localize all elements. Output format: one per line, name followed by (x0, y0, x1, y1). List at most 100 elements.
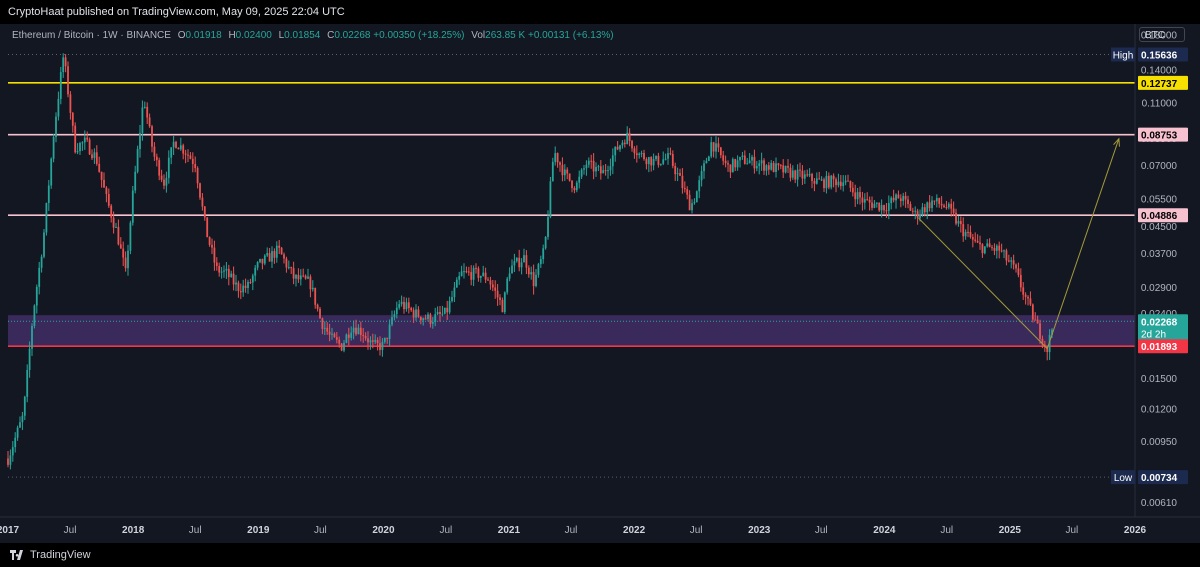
candle-body (244, 285, 247, 289)
candle-body (199, 183, 201, 198)
candle-body (736, 160, 739, 168)
symbol-label[interactable]: Ethereum / Bitcoin · 1W · BINANCE (12, 30, 171, 41)
candle-body (823, 179, 825, 189)
candle-body (23, 396, 26, 416)
x-tick-label: 2023 (748, 525, 771, 536)
currency-button[interactable]: BTC (1139, 27, 1185, 42)
candle-body (345, 334, 348, 343)
candle-body (693, 202, 696, 204)
candle-body (328, 331, 331, 335)
candle-body (535, 274, 537, 287)
candle-body (681, 175, 684, 189)
candle-body (520, 262, 523, 268)
high-key: H (228, 30, 236, 41)
candle-body (146, 106, 149, 118)
candle-body (352, 327, 355, 333)
candle-body (268, 253, 271, 262)
x-tick-label: Jul (1066, 525, 1079, 536)
candle-body (897, 194, 900, 199)
candle-body (225, 268, 228, 271)
candle-body (297, 274, 300, 280)
candle-body (429, 314, 432, 324)
candle-body (703, 163, 705, 172)
candle-body (633, 148, 636, 154)
candle-body (1029, 298, 1032, 305)
y-tick-label: 0.01200 (1141, 405, 1178, 416)
x-tick-label: 2025 (999, 525, 1022, 536)
candle-body (107, 193, 110, 206)
candle-body (501, 299, 504, 313)
candle-body (391, 317, 393, 325)
candle-body (259, 258, 261, 263)
candle-body (909, 203, 912, 211)
candle-body (839, 181, 842, 187)
candle-body (549, 181, 552, 218)
candle-body (899, 198, 902, 201)
candle-body (657, 155, 660, 165)
candle-body (93, 152, 96, 159)
level-value: 0.02268 (1141, 317, 1178, 328)
candle-body (801, 170, 804, 179)
candle-body (880, 205, 883, 211)
candle-body (160, 175, 163, 180)
level-tag-pink (1138, 127, 1188, 142)
candle-body (455, 279, 458, 288)
candle-body (578, 176, 581, 183)
candle-body (263, 255, 266, 264)
candle-body (196, 167, 199, 184)
x-tick-label: Jul (189, 525, 202, 536)
candle-body (475, 267, 477, 269)
candle-body (854, 192, 857, 200)
y-tick-label: 0.03700 (1141, 249, 1178, 260)
level-value: 0.15636 (1141, 51, 1178, 62)
tradingview-logo[interactable]: TradingView (10, 549, 91, 561)
candle-body (143, 106, 146, 108)
candle-body (359, 327, 362, 335)
candle-body (863, 199, 866, 203)
candle-body (727, 163, 729, 165)
level-tag-red (1138, 339, 1188, 354)
candle-body (86, 137, 89, 140)
candle-body (1005, 250, 1008, 261)
candle-body (511, 265, 513, 274)
candle-body (357, 327, 360, 335)
candle-body (734, 159, 737, 168)
candle-body (412, 310, 415, 318)
candle-body (340, 343, 343, 351)
candle-body (849, 180, 852, 188)
candle-body (760, 160, 763, 164)
volume-key: Vol (471, 30, 486, 41)
candle-body (237, 282, 240, 291)
x-tick-label: 2024 (873, 525, 896, 536)
candle-body (1003, 250, 1005, 252)
candle-body (811, 174, 813, 182)
candle-body (945, 207, 948, 209)
price-chart[interactable]: 0.180000.140000.110000.085000.070000.055… (0, 24, 1200, 543)
candle-body (813, 181, 816, 184)
open-value: 0.01918 (185, 30, 222, 41)
candle-body (991, 247, 993, 249)
level-tag-pink (1138, 208, 1188, 223)
candle-body (71, 112, 74, 126)
candle-body (1012, 260, 1015, 265)
candle-body (964, 231, 967, 237)
candle-body (127, 250, 129, 269)
axes-layer: 0.180000.140000.110000.085000.070000.055… (0, 24, 1200, 543)
candle-body (201, 197, 204, 207)
candle-body (136, 149, 139, 172)
candles-layer (7, 53, 1053, 470)
y-tick-label: 0.07000 (1141, 161, 1178, 172)
candle-body (717, 143, 720, 148)
candle-body (400, 301, 403, 305)
candle-body (842, 182, 845, 187)
x-tick-label: 2019 (247, 525, 270, 536)
chart-area[interactable]: 0.180000.140000.110000.085000.070000.055… (0, 24, 1200, 543)
candle-body (1043, 344, 1046, 346)
candle-body (62, 57, 65, 73)
candle-body (967, 231, 969, 233)
candle-body (302, 275, 305, 277)
candle-body (187, 154, 189, 156)
level-value: 0.08753 (1141, 131, 1178, 142)
candle-body (453, 287, 456, 298)
drawings-layer (918, 137, 1120, 350)
